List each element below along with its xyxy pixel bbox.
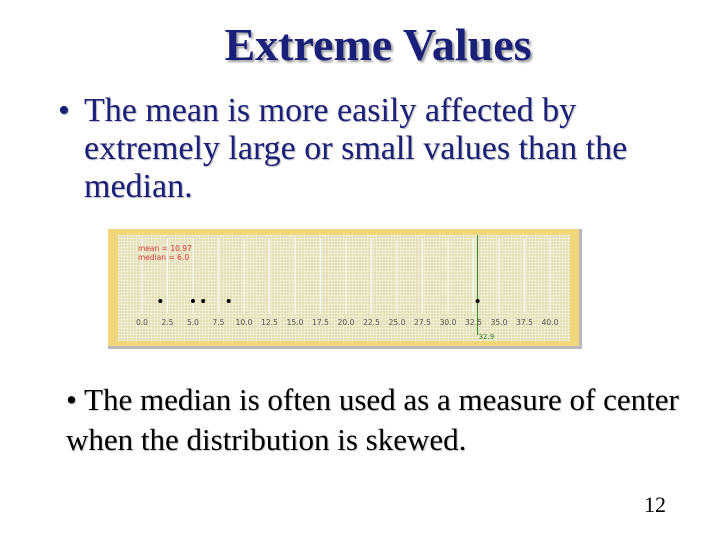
tick-label: 22.5 xyxy=(363,318,380,327)
tick-label: 27.5 xyxy=(414,318,431,327)
tick-label: 0.0 xyxy=(136,318,148,327)
dot-plot-area: 0.0 2.5 5.0 7.5 10.0 12.5 15.0 17.5 20.0 22.5 25.0… xyxy=(118,235,570,341)
median-label: median = 6.0 xyxy=(138,253,189,262)
dot-plot-frame: 0.0 2.5 5.0 7.5 10.0 12.5 15.0 17.5 20.0 22.5 25.0… xyxy=(108,229,582,349)
tick-label: 7.5 xyxy=(213,318,225,327)
tick-label: 12.5 xyxy=(261,318,278,327)
skew-note: • The median is often used as a measure … xyxy=(66,382,679,457)
data-point xyxy=(191,299,195,303)
mean-label: mean = 10.97 xyxy=(138,244,192,253)
data-point xyxy=(475,299,480,303)
tick-label: 20.0 xyxy=(338,318,355,327)
tick-label: 15.0 xyxy=(287,318,304,327)
page-number: 12 xyxy=(644,492,666,517)
tick-label: 25.0 xyxy=(389,318,406,327)
tick-label: 30.0 xyxy=(440,318,457,327)
tick-label: 5.0 xyxy=(187,318,199,327)
data-point xyxy=(158,299,163,303)
tick-label: 10.0 xyxy=(236,318,253,327)
tick-label: 17.5 xyxy=(312,318,329,327)
data-point xyxy=(226,299,231,303)
dot-plot: 0.0 2.5 5.0 7.5 10.0 12.5 15.0 17.5 20.0 22.5 25.0… xyxy=(136,235,559,341)
bullet-text: The mean is more easily affected by extr… xyxy=(84,92,628,205)
tick-label: 35.0 xyxy=(491,318,508,327)
marker-label: 32.9 xyxy=(479,333,495,341)
data-point xyxy=(201,299,206,303)
tick-label: 2.5 xyxy=(162,318,174,327)
slide-title: Extreme Values xyxy=(224,19,532,70)
tick-label: 32.5 xyxy=(465,318,482,327)
tick-label: 40.0 xyxy=(542,318,559,327)
bullet-symbol: • xyxy=(58,92,70,129)
bullet-point: • The mean is more easily affected by ex… xyxy=(58,92,678,206)
tick-label: 37.5 xyxy=(516,318,533,327)
